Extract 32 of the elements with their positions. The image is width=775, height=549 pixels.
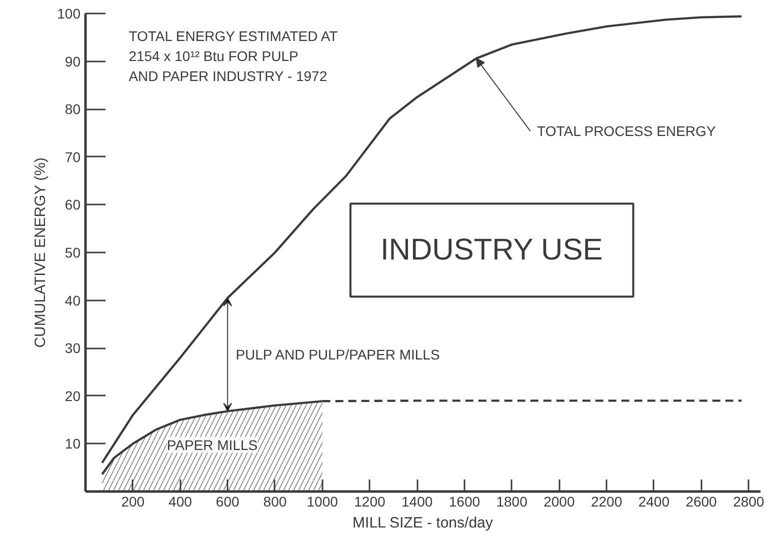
y-tick-label: 40 [64,292,81,308]
y-tick-label: 30 [64,340,81,356]
x-tick-label: 200 [121,494,145,510]
x-axis-title: MILL SIZE - tons/day [352,514,494,532]
y-tick-label: 60 [64,196,81,213]
y-tick-label: 100 [57,6,81,22]
x-tick-label: 2600 [686,494,718,510]
annotation: INDUSTRY USE [380,234,603,267]
x-tick-label: 800 [263,494,287,510]
line-series [100,15,743,464]
x-tick-label: 1400 [402,494,433,510]
annotation: TOTAL PROCESS ENERGY [537,123,716,140]
x-tick-label: 1800 [496,494,528,510]
x-tick-label: 1000 [306,494,338,510]
annotation: TOTAL ENERGY ESTIMATED AT 2154 x 10¹² Btu FOR PULP AND PAPER INDUSTRY - 1972 [128,28,338,84]
y-tick-label: 50 [64,244,81,260]
x-tick-label: 2200 [590,494,622,510]
series-label: PAPER MILLS [166,436,258,453]
y-axis-title: CUMULATIVE ENERGY (%) [32,157,50,348]
x-tick-label: 1200 [354,494,386,510]
y-tick-label: 70 [64,148,81,165]
x-tick-label: 2800 [733,494,764,510]
annotation: PULP AND PULP/PAPER MILLS [236,346,440,363]
x-tick-label: 400 [168,494,192,510]
y-tick-label: 20 [64,388,81,404]
x-tick-label: 2000 [544,494,575,510]
y-tick-label: 90 [64,53,81,70]
x-tick-label: 1600 [448,494,480,510]
y-tick-label: 10 [64,436,81,452]
y-tick-label: 80 [64,101,81,118]
x-tick-label: 2400 [638,494,670,510]
x-tick-label: 600 [216,494,240,510]
